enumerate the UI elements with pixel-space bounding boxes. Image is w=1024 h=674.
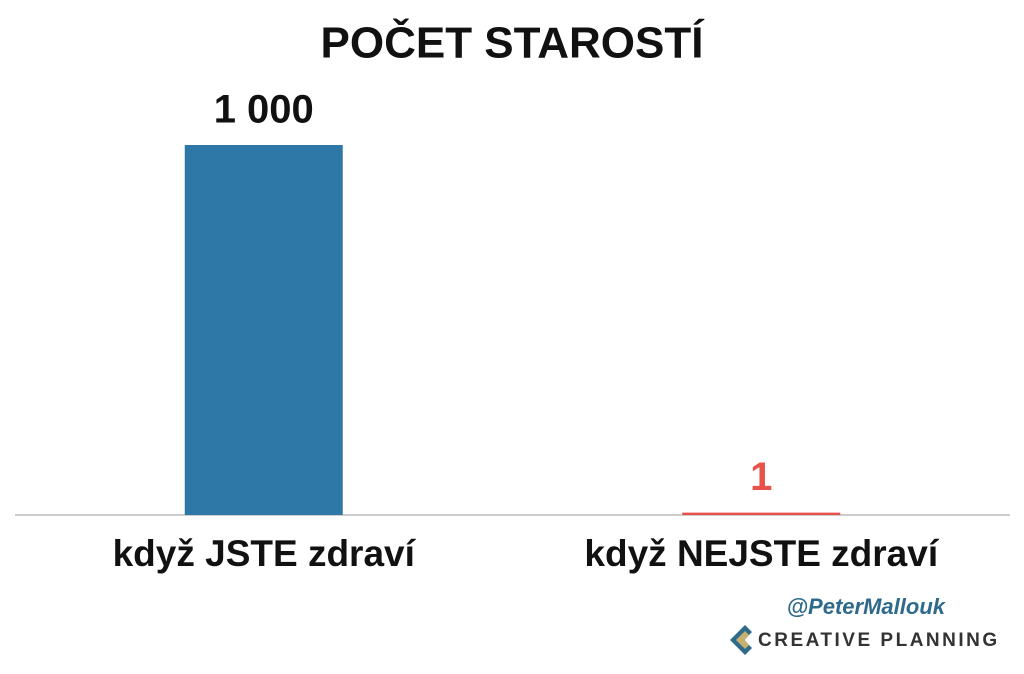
chart-title: POČET STAROSTÍ [321, 17, 706, 68]
brand: CREATIVE PLANNING [758, 630, 1000, 651]
x-tick-label: když JSTE zdraví [113, 533, 417, 574]
value-label: 1 [750, 455, 772, 499]
brand-logo [730, 625, 752, 655]
bar [184, 145, 343, 515]
handle: @PeterMallouk [787, 594, 947, 619]
x-tick-label: když NEJSTE zdraví [584, 533, 939, 574]
value-label: 1 000 [214, 88, 314, 132]
